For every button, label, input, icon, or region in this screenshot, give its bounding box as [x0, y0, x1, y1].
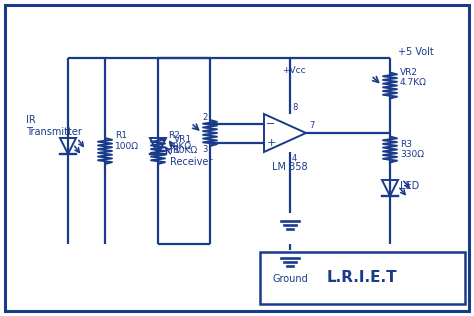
- Text: Ground: Ground: [272, 274, 308, 284]
- Text: +Vcc: +Vcc: [282, 66, 306, 75]
- Bar: [260, 252, 465, 304]
- Text: +: +: [266, 137, 276, 148]
- Text: 4: 4: [292, 154, 297, 163]
- Text: LED: LED: [400, 181, 419, 191]
- Text: +5 Volt: +5 Volt: [398, 47, 434, 57]
- Text: 2: 2: [203, 112, 208, 121]
- Text: LM 358: LM 358: [272, 162, 308, 172]
- Text: 3: 3: [202, 144, 208, 154]
- Text: R2
10KΩ: R2 10KΩ: [168, 131, 192, 151]
- Text: 8: 8: [292, 103, 297, 112]
- Text: R1
100Ω: R1 100Ω: [115, 131, 139, 151]
- Text: L.R.I.E.T: L.R.I.E.T: [327, 270, 397, 285]
- Text: VR1
10KΩ: VR1 10KΩ: [174, 135, 198, 155]
- Text: IR
Receiver: IR Receiver: [170, 145, 212, 167]
- Text: IR
Transmitter: IR Transmitter: [26, 115, 82, 137]
- Text: R3
330Ω: R3 330Ω: [400, 140, 424, 159]
- Text: 7: 7: [309, 121, 314, 130]
- Text: VR2
4.7KΩ: VR2 4.7KΩ: [400, 68, 427, 87]
- Text: −: −: [266, 118, 276, 129]
